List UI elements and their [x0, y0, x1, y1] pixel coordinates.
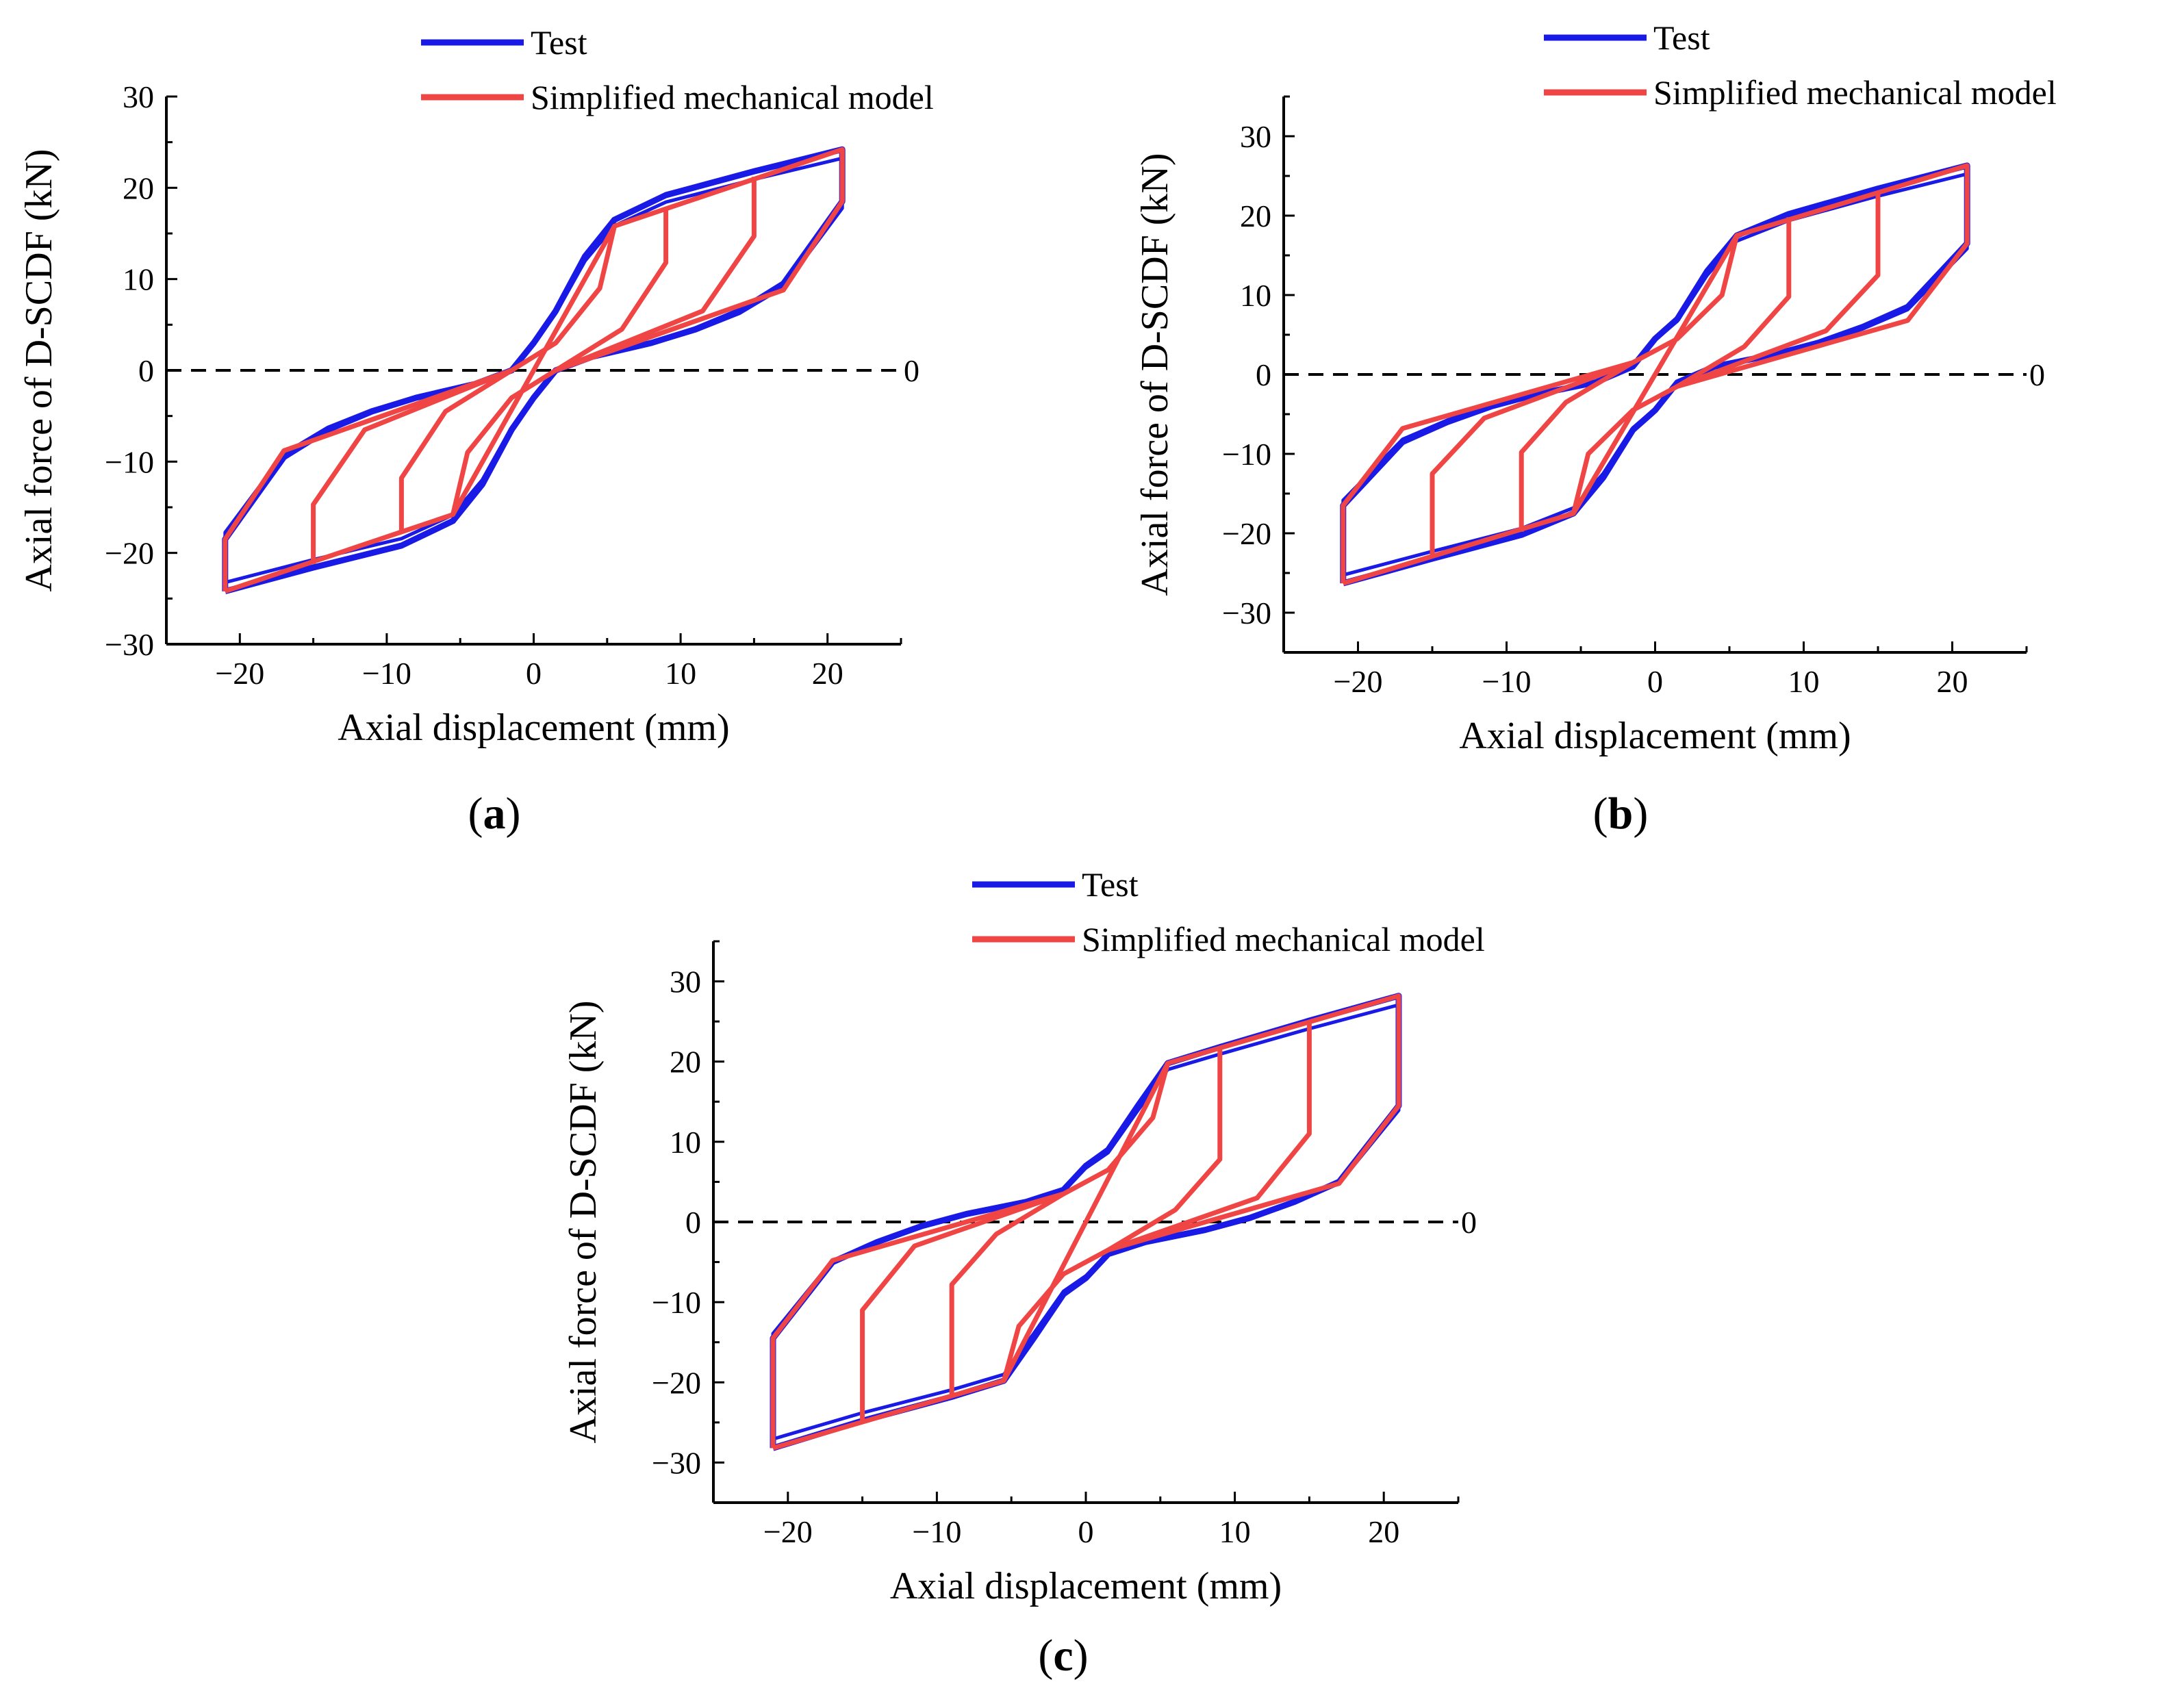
caption-open-paren: (	[468, 789, 483, 839]
chart-panel-c: −20 −10 0 10 20 −30 −20 −10 0 10 20 30 Axial displac…	[562, 865, 1485, 1681]
zero-line-label: 0	[2029, 357, 2045, 392]
x-axis-title: Axial displacement (mm)	[338, 706, 729, 749]
y-tick-label: 30	[1240, 119, 1271, 154]
y-tick-label: −10	[652, 1285, 701, 1320]
x-tick-label: −20	[1334, 664, 1383, 699]
y-tick-label: −20	[105, 536, 154, 571]
caption-letter: b	[1608, 789, 1634, 839]
legend-label-model: Simplified mechanical model	[531, 78, 934, 116]
x-tick-label: 20	[1937, 664, 1968, 699]
model-series-segment	[860, 1191, 1065, 1421]
x-tick-label: −20	[763, 1514, 813, 1549]
y-tick-label: 10	[670, 1125, 701, 1160]
model-series-segment	[311, 368, 513, 564]
y-tick-label: 0	[138, 353, 154, 388]
y-axis-title: Axial force of D-SCDF (kN)	[18, 149, 60, 592]
x-tick-label: 10	[665, 656, 696, 691]
panel-caption: (a)	[468, 789, 521, 839]
x-tick-label: 0	[1078, 1514, 1094, 1549]
legend-label-test: Test	[1653, 18, 1710, 57]
chart-panel-b: −20 −10 0 10 20 −30 −20 −10 0 10 20 30 Axial displac…	[1134, 18, 2057, 839]
legend-label-model: Simplified mechanical model	[1082, 920, 1485, 958]
model-series-segment	[1430, 360, 1634, 556]
model-series-segment	[1106, 1049, 1223, 1253]
model-series-segment	[1342, 163, 1970, 586]
y-tick-label: −30	[105, 627, 154, 662]
caption-close-paren: )	[1074, 1631, 1089, 1681]
y-tick-label: −30	[652, 1445, 701, 1480]
x-tick-label: −10	[362, 656, 411, 691]
model-series-segment	[1676, 217, 1792, 389]
y-tick-label: 30	[123, 79, 154, 114]
model-series-segment	[949, 1191, 1065, 1395]
model-series-segment	[1519, 360, 1634, 532]
y-tick-label: 20	[670, 1045, 701, 1080]
model-series-segment	[555, 177, 757, 373]
y-tick-label: −10	[1222, 437, 1271, 472]
x-axis-title: Axial displacement (mm)	[890, 1565, 1282, 1607]
model-series-segment	[1107, 1023, 1312, 1253]
y-axis-title: Axial force of D-SCDF (kN)	[1134, 153, 1176, 596]
y-tick-label: −30	[1222, 596, 1271, 630]
model-series-segment	[224, 146, 845, 594]
caption-open-paren: (	[1593, 789, 1608, 839]
legend-label-model: Simplified mechanical model	[1653, 73, 2057, 112]
y-tick-label: −20	[652, 1365, 701, 1400]
x-tick-label: 10	[1219, 1514, 1251, 1549]
x-tick-label: 20	[812, 656, 843, 691]
x-tick-label: 0	[526, 656, 542, 691]
x-tick-label: −10	[1482, 664, 1532, 699]
y-tick-label: 0	[685, 1205, 701, 1240]
y-tick-label: 0	[1256, 357, 1271, 392]
x-tick-label: 0	[1647, 664, 1663, 699]
zero-line-label: 0	[1461, 1205, 1477, 1240]
legend-label-test: Test	[1082, 865, 1139, 904]
panel-caption: (c)	[1038, 1631, 1088, 1681]
caption-letter: a	[483, 789, 506, 839]
y-tick-label: 20	[1240, 199, 1271, 233]
caption-close-paren: )	[1633, 789, 1648, 839]
x-tick-label: −20	[215, 656, 264, 691]
caption-letter: c	[1053, 1631, 1073, 1681]
y-tick-label: 30	[670, 965, 701, 999]
caption-close-paren: )	[506, 789, 521, 839]
y-axis-title: Axial force of D-SCDF (kN)	[562, 1001, 605, 1444]
model-series-segment	[1676, 193, 1881, 389]
x-tick-label: −10	[912, 1514, 961, 1549]
y-tick-label: −10	[105, 444, 154, 479]
panel-caption: (b)	[1593, 789, 1649, 839]
y-tick-label: −20	[1222, 516, 1271, 551]
chart-panel-a: −20 −10 0 10 20 −30 −20 −10 0 10 20 30 Axial displac…	[18, 23, 934, 839]
y-tick-label: 20	[123, 170, 154, 205]
zero-line-label: 0	[904, 353, 919, 388]
x-tick-label: 10	[1788, 664, 1820, 699]
model-series-segment	[398, 368, 513, 533]
legend-label-test: Test	[531, 23, 587, 62]
y-tick-label: 10	[1240, 278, 1271, 313]
model-series-segment	[772, 993, 1401, 1451]
x-axis-title: Axial displacement (mm)	[1459, 715, 1851, 757]
model-series-segment	[554, 207, 669, 372]
x-tick-label: 20	[1368, 1514, 1399, 1549]
y-tick-label: 10	[123, 262, 154, 297]
caption-open-paren: (	[1038, 1631, 1053, 1681]
